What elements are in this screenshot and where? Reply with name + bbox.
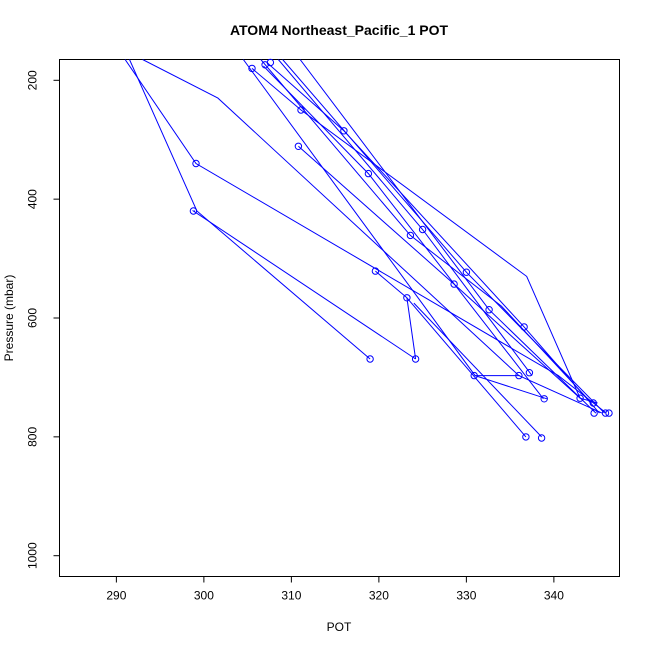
y-axis: 200 400 600 800 1000 [26, 70, 60, 569]
data-point [525, 369, 534, 377]
data-point [470, 371, 478, 380]
y-tick-label: 200 [26, 70, 40, 90]
x-tick-label: 330 [456, 589, 476, 603]
x-tick-label: 310 [281, 589, 301, 603]
data-point [537, 434, 546, 442]
x-axis: 290 300 310 320 330 340 [106, 576, 564, 603]
data-point [406, 231, 415, 240]
chart-title: ATOM4 Northeast_Pacific_1 POT [230, 22, 449, 38]
data-point [590, 409, 598, 417]
data-point [576, 394, 584, 402]
series-line-6 [266, 62, 600, 414]
y-tick-label: 600 [26, 308, 40, 328]
y-axis-label: Pressure (mbar) [2, 275, 16, 362]
data-point [366, 355, 374, 363]
data-point [297, 106, 305, 114]
data-point [589, 399, 597, 407]
data-point [520, 323, 528, 331]
series-line-15 [406, 297, 527, 438]
data-point [189, 207, 198, 215]
x-tick-label: 340 [544, 589, 564, 603]
series-line-2 [142, 59, 603, 414]
data-point [540, 395, 548, 403]
x-axis-label: POT [327, 620, 352, 634]
y-tick-label: 800 [26, 427, 40, 447]
y-tick-label: 400 [26, 189, 40, 209]
data-point [364, 169, 373, 178]
series-line-8 [263, 65, 544, 400]
data-point [522, 433, 530, 441]
series-line-9 [277, 59, 533, 376]
data-point [601, 409, 610, 417]
data-point [485, 306, 493, 314]
series-line-16 [413, 302, 542, 438]
y-tick-label: 1000 [26, 542, 40, 569]
data-points [189, 58, 613, 442]
series-line-13 [299, 59, 597, 414]
series-line-3 [191, 210, 416, 360]
series-line-17 [474, 375, 548, 400]
series-lines [124, 59, 607, 438]
data-point [248, 64, 256, 73]
data-point [371, 267, 380, 275]
series-line-10 [298, 145, 598, 404]
x-tick-label: 290 [106, 589, 126, 603]
x-tick-label: 320 [369, 589, 389, 603]
series-line-11 [260, 59, 592, 404]
x-tick-label: 300 [194, 589, 214, 603]
series-line-1 [124, 59, 607, 414]
series-line-5 [251, 68, 581, 399]
series-line-12 [282, 59, 605, 414]
data-point [605, 409, 613, 417]
plot-frame [59, 59, 620, 577]
data-point [266, 58, 275, 67]
data-point [403, 294, 411, 302]
data-point [294, 142, 303, 151]
data-point [515, 371, 523, 380]
series-line-7 [242, 59, 520, 377]
data-point [192, 159, 200, 168]
data-point [462, 268, 471, 276]
data-point [340, 127, 348, 135]
data-point [411, 355, 420, 363]
data-point [450, 280, 458, 288]
data-point [418, 225, 427, 234]
